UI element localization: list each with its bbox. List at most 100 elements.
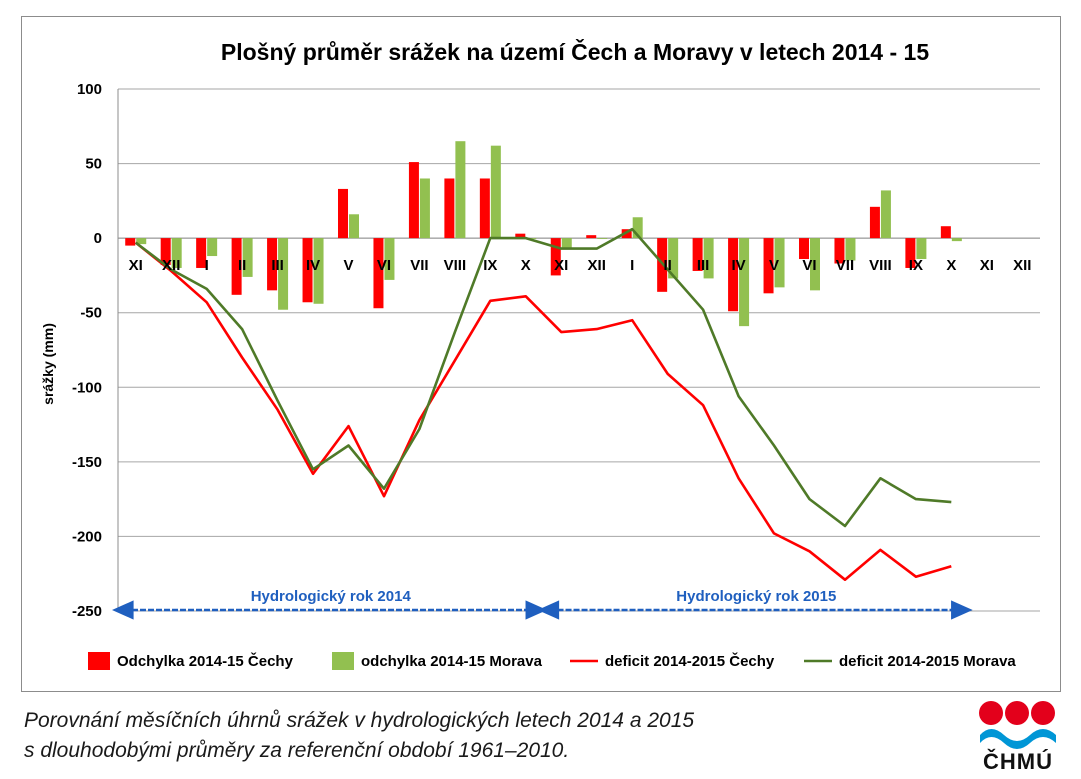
bar: [586, 235, 597, 239]
bar: [313, 238, 324, 304]
caption: Porovnání měsíčních úhrnů srážek v hydro…: [24, 706, 924, 766]
bar: [302, 238, 313, 303]
bar: [196, 238, 207, 268]
bar: [916, 238, 927, 260]
bar: [125, 238, 136, 246]
x-tick-label: IV: [306, 257, 320, 274]
x-tick-label: XI: [554, 257, 568, 274]
x-tick-label: VI: [377, 257, 391, 274]
caption-line-2: s dlouhodobými průměry za referenční obd…: [24, 739, 570, 762]
legend-label: Odchylka 2014-15 Čechy: [117, 652, 294, 670]
bar: [763, 238, 774, 294]
logo-mark: [979, 701, 1056, 749]
x-tick-label: VIII: [869, 257, 892, 274]
caption-line-1: Porovnání měsíčních úhrnů srážek v hydro…: [24, 709, 695, 732]
bar: [231, 238, 242, 295]
bar: [242, 238, 253, 277]
x-tick-label: I: [630, 257, 634, 274]
x-tick-label: V: [769, 257, 779, 274]
bar: [597, 238, 608, 239]
bar: [515, 233, 526, 239]
bar: [207, 238, 218, 257]
bar: [834, 238, 845, 264]
chmi-logo: ČHMÚ: [976, 693, 1060, 779]
bar: [561, 238, 572, 249]
bar: [455, 141, 466, 239]
series-line: [134, 227, 952, 528]
x-tick-label: V: [343, 257, 353, 274]
bar: [692, 238, 703, 271]
y-tick-label: 50: [85, 156, 102, 173]
hydro-year-label: Hydrologický rok 2015: [676, 588, 836, 605]
chart-title: Plošný průměr srážek na území Čech a Mor…: [221, 38, 929, 65]
x-tick-label: VII: [836, 257, 854, 274]
bar: [632, 217, 643, 239]
bar: [728, 238, 739, 312]
bar: [490, 145, 501, 239]
y-tick-label: -250: [72, 603, 102, 620]
legend: Odchylka 2014-15 Čechy odchylka 2014-15 M…: [88, 652, 1016, 670]
bar: [739, 238, 750, 327]
x-tick-label: VIII: [444, 257, 467, 274]
y-tick-label: -50: [80, 305, 102, 322]
bar: [160, 238, 171, 265]
bar: [136, 238, 147, 245]
grid-layer: [117, 88, 1040, 612]
bar: [799, 238, 809, 260]
x-tick-label: II: [238, 257, 246, 274]
x-tick-label: III: [697, 257, 710, 274]
bar: [419, 178, 430, 239]
bar: [479, 178, 490, 239]
x-tick-label: IX: [483, 257, 497, 274]
legend-swatch: [332, 652, 354, 670]
y-tick-label: -100: [72, 379, 102, 396]
line-layer: [134, 227, 952, 582]
y-tick-layer: 100 50 0 -50 -100 -150 -200 -250: [72, 81, 102, 620]
y-tick-label: -200: [72, 528, 102, 545]
x-tick-label: IX: [909, 257, 923, 274]
x-tick-label: XI: [980, 257, 994, 274]
bar: [373, 238, 384, 309]
x-tick-label: VI: [802, 257, 816, 274]
x-tick-label: II: [663, 257, 671, 274]
bar-layer: [125, 141, 962, 327]
chart-svg: Plošný průměr srážek na území Čech a Mor…: [40, 38, 1040, 670]
hydro-year-label: Hydrologický rok 2014: [251, 588, 412, 605]
x-tick-label: XI: [129, 257, 143, 274]
logo-wave-icon: [980, 729, 1056, 749]
bar: [810, 238, 820, 291]
bar: [267, 238, 278, 291]
x-tick-label: I: [205, 257, 209, 274]
y-tick-label: 0: [94, 230, 102, 247]
logo-circle-left: [979, 701, 1003, 725]
bar: [869, 206, 880, 239]
x-tick-label: VII: [410, 257, 428, 274]
bar: [880, 190, 891, 239]
x-tick-label: III: [271, 257, 284, 274]
logo-circle-right: [1031, 701, 1055, 725]
bar: [905, 238, 916, 268]
x-tick-layer: XI XII I II III IV V VI VII VIII IX X XI XII I II III IV V…: [129, 257, 1032, 274]
y-tick-label: 100: [77, 81, 102, 98]
logo-text: ČHMÚ: [983, 749, 1053, 774]
bar: [408, 162, 419, 239]
bar: [703, 238, 714, 279]
annotation-layer: Hydrologický rok 2014 Hydrologický rok 20…: [112, 588, 973, 620]
bar: [940, 226, 951, 239]
x-tick-label: X: [521, 257, 531, 274]
x-tick-label: XII: [162, 257, 180, 274]
y-axis-label: srážky (mm): [40, 323, 56, 405]
x-tick-label: XII: [1013, 257, 1031, 274]
bar: [171, 238, 182, 268]
legend-label: odchylka 2014-15 Morava: [361, 653, 543, 670]
bar: [384, 238, 395, 280]
bar: [668, 238, 679, 279]
x-tick-label: X: [946, 257, 956, 274]
chart-frame: Plošný průměr srážek na území Čech a Mor…: [21, 16, 1061, 692]
bar: [550, 238, 561, 276]
logo-circle-center: [1005, 701, 1029, 725]
legend-swatch: [88, 652, 110, 670]
bar: [338, 188, 348, 239]
y-tick-label: -150: [72, 454, 102, 471]
series-line: [134, 241, 952, 582]
